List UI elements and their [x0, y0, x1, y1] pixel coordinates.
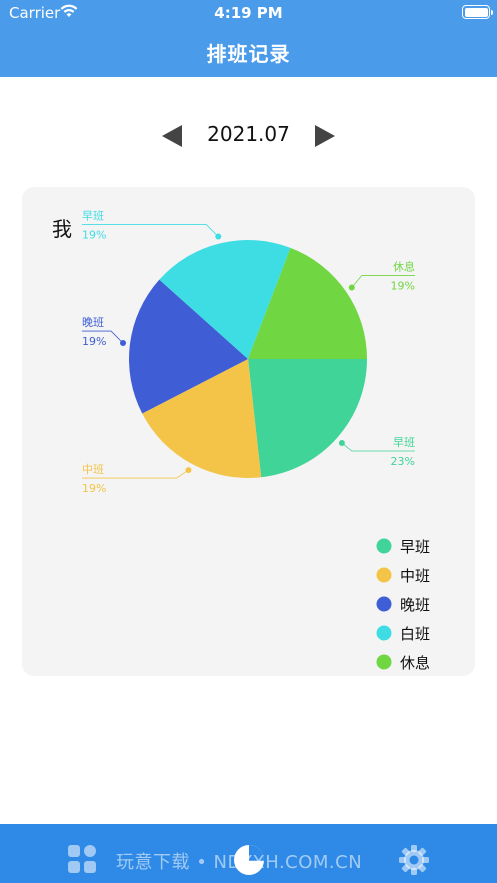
wifi-icon	[60, 4, 78, 17]
legend-label: 休息	[400, 654, 430, 672]
slice-percent-label: 23%	[391, 455, 415, 468]
month-selector: 2021.07	[0, 115, 497, 155]
legend-label: 中班	[400, 567, 430, 585]
pie-slice[interactable]	[142, 359, 262, 478]
chart-title: 我	[52, 217, 72, 241]
status-bar: Carrier 4:19 PM	[0, 0, 497, 27]
carrier-label: Carrier	[9, 4, 61, 22]
nav-bar: 排班记录	[0, 27, 497, 77]
slice-label: 中班	[82, 463, 104, 476]
clock: 4:19 PM	[214, 4, 283, 22]
pie-slice[interactable]	[159, 240, 291, 359]
legend-swatch	[376, 596, 392, 612]
slice-label: 休息	[393, 260, 415, 274]
slice-percent-label: 19%	[391, 280, 415, 293]
chart-card: 我早班 23% 中班 19% 晚班 19% 早班 19% 休息 19% 早班 中班 晚班 白班 休息	[22, 187, 475, 676]
battery-icon	[462, 5, 493, 19]
label-leader-line	[82, 469, 189, 479]
pie-chart-icon[interactable]	[233, 844, 265, 876]
label-leader-line	[82, 330, 124, 344]
slice-percent-label: 19%	[82, 229, 106, 242]
legend-swatch	[376, 567, 392, 583]
grid-icon[interactable]	[67, 844, 97, 874]
label-leader-line	[351, 275, 415, 288]
pie-slice[interactable]	[248, 247, 367, 359]
pie-slice[interactable]	[129, 279, 248, 414]
slice-percent-label: 19%	[82, 482, 106, 495]
legend-swatch	[376, 654, 392, 670]
next-month-button[interactable]	[315, 125, 335, 147]
slice-label: 早班	[393, 436, 415, 449]
slice-label: 晚班	[82, 316, 104, 329]
legend-swatch	[376, 538, 392, 554]
gear-icon[interactable]	[398, 844, 430, 876]
legend-swatch	[376, 625, 392, 641]
legend-label: 白班	[400, 625, 430, 643]
month-label: 2021.07	[207, 122, 290, 146]
page-title: 排班记录	[206, 42, 291, 66]
bottom-tab-bar	[0, 824, 497, 883]
label-leader-line	[82, 224, 219, 237]
watermark-text: 玩意下载 • NDYXH.COM.CN	[116, 852, 363, 873]
slice-label: 早班	[82, 210, 104, 223]
pie-slice[interactable]	[248, 359, 367, 478]
legend-label: 早班	[400, 538, 430, 556]
slice-percent-label: 19%	[82, 335, 106, 348]
label-leader-line	[341, 442, 415, 452]
legend-label: 晚班	[400, 596, 430, 614]
prev-month-button[interactable]	[162, 125, 182, 147]
